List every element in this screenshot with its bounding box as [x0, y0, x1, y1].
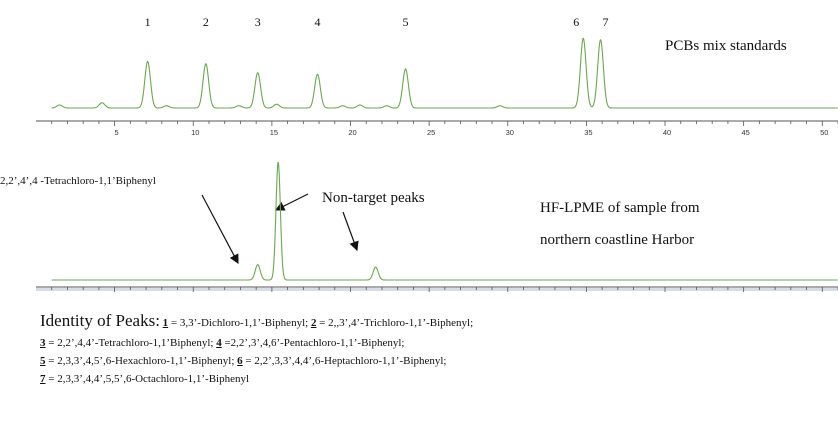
sample-title-line-2: northern coastline Harbor: [540, 232, 694, 248]
legend-peak-identity: = 2,3,3’,4,4’,5,5’,6-Octachloro-1,1’-Bip…: [45, 373, 250, 385]
non-target-annotation: Non-target peaks: [322, 190, 425, 206]
peak-number-label: 7: [603, 15, 609, 29]
tetrachloro-arrow: [201, 194, 239, 265]
legend-line-1: Identity of Peaks: 1 = 3,3’-Dichloro-1,1…: [40, 308, 830, 334]
legend-heading: Identity of Peaks:: [40, 311, 160, 330]
peak-number-labels: 1 2 3 4 5 6 7: [145, 15, 609, 29]
tetrachloro-annotation: 2,2’,4’,4 -Tetrachloro-1,1’Biphenyl: [0, 175, 156, 187]
bottom-axis-ticks: [51, 287, 838, 292]
legend-peak-number: 3: [40, 337, 46, 349]
legend-line-4: 7 = 2,3,3’,4,4’,5,5’,6-Octachloro-1,1’-B…: [40, 370, 830, 388]
x-tick-label: 50: [820, 128, 828, 137]
peak-identity-legend: Identity of Peaks: 1 = 3,3’-Dichloro-1,1…: [40, 308, 830, 388]
x-tick-label: 25: [427, 128, 435, 137]
standards-trace-line: [51, 37, 838, 109]
peak-number-label: 1: [145, 15, 151, 29]
legend-peak-number: 2: [310, 317, 317, 329]
x-tick-label: 45: [741, 128, 749, 137]
peak-number-label: 5: [403, 15, 409, 29]
peak-number-label: 2: [203, 15, 209, 29]
peak-number-label: 4: [314, 15, 320, 29]
top-axis-tick-labels: 5 10 15 20 25 30 35 40 45 50: [115, 128, 829, 137]
legend-line-3: 5 = 2,3,3’,4,5’,6-Hexachloro-1,1’-Biphen…: [40, 352, 830, 370]
sample-chromatogram: 2,2’,4’,4 -Tetrachloro-1,1’Biphenyl Non-…: [0, 161, 838, 292]
legend-peak-number: 4: [216, 337, 222, 349]
legend-peak-number: 5: [40, 355, 46, 367]
legend-peak-number: 1: [162, 317, 169, 329]
x-tick-label: 35: [584, 128, 592, 137]
x-tick-label: 20: [348, 128, 356, 137]
legend-peak-identity: = 2,3,3’,4,5’,6-Hexachloro-1,1’-Biphenyl…: [45, 355, 238, 367]
legend-line-2: 3 = 2,2’,4,4’-Tetrachloro-1,1’Biphenyl; …: [40, 334, 830, 352]
legend-peak-identity: =2,2’,3’,4,6’-Pentachloro-1,1’-Biphenyl;: [221, 337, 405, 349]
legend-peak-identity: = 2,,3’,4’-Trichloro-1,1’-Biphenyl;: [316, 317, 474, 329]
legend-peak-number: 6: [237, 355, 243, 367]
non-target-arrow-left: [274, 193, 309, 211]
peak-number-label: 3: [255, 15, 261, 29]
sample-trace-line: [51, 161, 838, 281]
legend-peak-identity: = 3,3’-Dichloro-1,1’-Biphenyl;: [168, 317, 311, 329]
sample-title-line-1: HF-LPME of sample from: [540, 200, 700, 216]
x-tick-label: 15: [270, 128, 278, 137]
top-axis-ticks: [51, 121, 838, 126]
non-target-arrow-right: [342, 211, 359, 252]
x-tick-label: 10: [191, 128, 199, 137]
peak-number-label: 6: [573, 15, 579, 29]
legend-peak-identity: = 2,2’,3,3’,4,4’,6-Heptachloro-1,1’-Biph…: [242, 355, 447, 367]
x-tick-label: 30: [506, 128, 514, 137]
x-tick-label: 5: [115, 128, 119, 137]
legend-peak-identity: = 2,2’,4,4’-Tetrachloro-1,1’Biphenyl;: [45, 337, 217, 349]
bottom-axis-band: [36, 288, 838, 291]
x-tick-label: 40: [663, 128, 671, 137]
standards-title: PCBs mix standards: [665, 38, 787, 54]
legend-peak-number: 7: [40, 373, 46, 385]
